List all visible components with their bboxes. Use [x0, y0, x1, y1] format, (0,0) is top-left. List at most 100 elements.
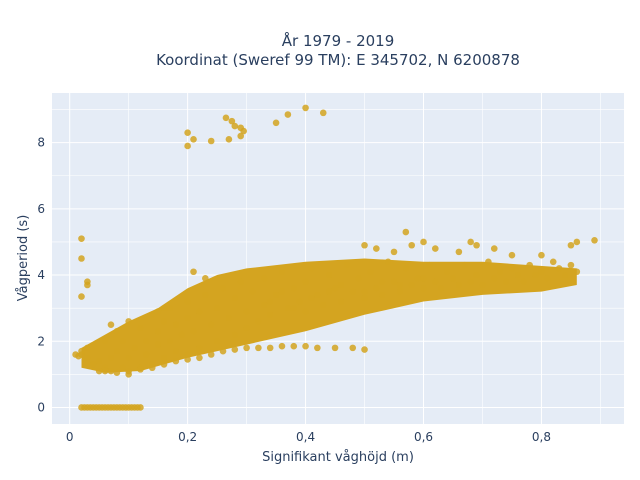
data-point: [343, 261, 351, 269]
data-point: [549, 258, 557, 266]
y-tick-label: 6: [37, 202, 45, 216]
data-point: [231, 346, 239, 353]
y-tick-label: 0: [37, 400, 45, 414]
data-point: [119, 364, 127, 372]
dense-point-cloud: [81, 258, 577, 373]
data-point: [402, 265, 410, 272]
data-point: [113, 369, 121, 376]
data-point: [160, 354, 168, 362]
data-point: [137, 324, 144, 332]
data-point: [196, 354, 203, 362]
data-point: [84, 344, 91, 352]
data-point: [237, 278, 245, 285]
data-point: [95, 357, 103, 365]
data-point: [190, 268, 197, 276]
data-point: [278, 342, 286, 350]
data-point: [325, 271, 333, 279]
y-tick-label: 2: [37, 334, 45, 348]
data-point: [290, 304, 298, 312]
data-point: [325, 288, 333, 295]
data-point: [396, 288, 404, 295]
data-point: [544, 275, 551, 282]
data-point: [573, 238, 581, 246]
data-point: [378, 278, 386, 285]
chart-subtitle: Koordinat (Sweref 99 TM): E 345702, N 62…: [156, 51, 520, 69]
x-tick-labels: 0 0,2 0,4 0,6 0,8: [66, 430, 551, 444]
data-point: [331, 344, 339, 352]
data-point: [473, 241, 480, 249]
data-point: [172, 347, 180, 355]
data-point: [240, 127, 247, 135]
data-point: [78, 235, 85, 242]
data-point: [125, 367, 132, 375]
data-point: [160, 318, 168, 325]
data-point: [314, 344, 321, 352]
data-point: [266, 311, 274, 319]
data-point: [455, 248, 463, 256]
data-point: [107, 354, 115, 362]
data-point: [255, 318, 262, 325]
y-tick-labels: 0 2 4 6 8: [37, 136, 45, 415]
data-point: [266, 344, 274, 352]
data-point: [496, 268, 504, 276]
data-point: [314, 291, 321, 299]
data-point: [508, 251, 516, 259]
data-point: [222, 114, 230, 122]
data-point: [420, 238, 427, 246]
data-point: [255, 344, 262, 352]
data-point: [437, 284, 445, 292]
data-point: [225, 314, 233, 322]
gridlines: [52, 93, 624, 424]
data-point: [225, 136, 233, 143]
data-point: [137, 366, 144, 373]
data-point: [125, 318, 132, 325]
data-point: [260, 301, 268, 309]
data-point: [396, 281, 404, 289]
data-point: [561, 271, 569, 279]
data-point: [514, 271, 522, 279]
data-point: [461, 261, 469, 269]
data-point: [84, 354, 91, 362]
data-point: [455, 281, 463, 289]
data-point: [202, 275, 209, 282]
data-point: [148, 311, 156, 319]
data-point: [378, 291, 386, 299]
data-point: [131, 344, 138, 352]
data-point: [331, 284, 339, 292]
data-point: [449, 275, 457, 282]
data-point: [337, 281, 345, 289]
data-point: [290, 284, 298, 292]
data-point: [243, 344, 250, 352]
data-point: [260, 275, 268, 282]
data-point: [89, 361, 97, 368]
data-point: [184, 298, 191, 305]
data-point: [154, 308, 162, 315]
data-point: [219, 284, 227, 292]
data-point: [184, 356, 191, 363]
y-tick-label: 4: [37, 268, 45, 282]
data-point: [213, 304, 221, 312]
data-point: [219, 347, 227, 355]
data-point: [154, 341, 162, 348]
data-point: [231, 331, 239, 338]
data-point: [143, 351, 150, 358]
data-point: [284, 111, 292, 118]
data-point: [290, 342, 298, 350]
data-point: [408, 241, 416, 249]
data-point: [107, 367, 115, 375]
data-point: [490, 245, 498, 252]
data-point: [402, 228, 410, 236]
data-point: [308, 294, 315, 302]
data-point: [190, 328, 197, 335]
data-point: [526, 261, 533, 269]
data-point: [278, 268, 286, 276]
data-point: [78, 347, 85, 355]
chart-title: År 1979 - 2019: [282, 31, 395, 50]
data-point: [237, 132, 245, 140]
data-point: [567, 241, 575, 249]
data-point: [319, 301, 327, 309]
data-point: [538, 251, 545, 259]
data-point: [361, 346, 368, 353]
data-point: [591, 236, 598, 244]
data-point: [373, 284, 380, 292]
